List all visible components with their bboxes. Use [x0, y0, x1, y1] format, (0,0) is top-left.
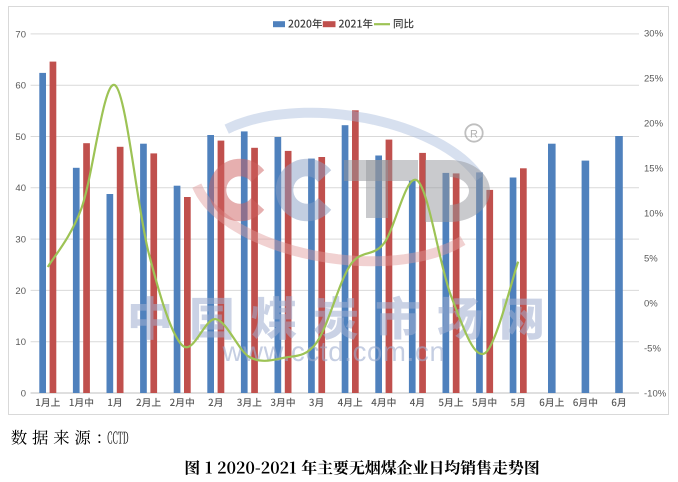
svg-text:30%: 30% [644, 28, 664, 39]
svg-text:R: R [470, 128, 478, 140]
svg-text:25%: 25% [644, 73, 664, 84]
svg-text:30: 30 [15, 235, 26, 246]
svg-text:0: 0 [21, 388, 26, 399]
svg-text:20: 20 [15, 286, 26, 297]
svg-text:-10%: -10% [644, 388, 667, 399]
svg-text:40: 40 [15, 183, 26, 194]
svg-text:5%: 5% [644, 253, 658, 264]
svg-text:50: 50 [15, 132, 26, 143]
svg-text:www.cctd.com.cn: www.cctd.com.cn [222, 336, 446, 367]
svg-text:0%: 0% [644, 298, 658, 309]
svg-text:70: 70 [15, 29, 26, 40]
svg-text:15%: 15% [644, 163, 664, 174]
svg-text:10: 10 [15, 337, 26, 348]
svg-text:60: 60 [15, 81, 26, 92]
svg-text:10%: 10% [644, 208, 664, 219]
svg-text:-5%: -5% [644, 343, 661, 354]
svg-text:20%: 20% [644, 118, 664, 129]
